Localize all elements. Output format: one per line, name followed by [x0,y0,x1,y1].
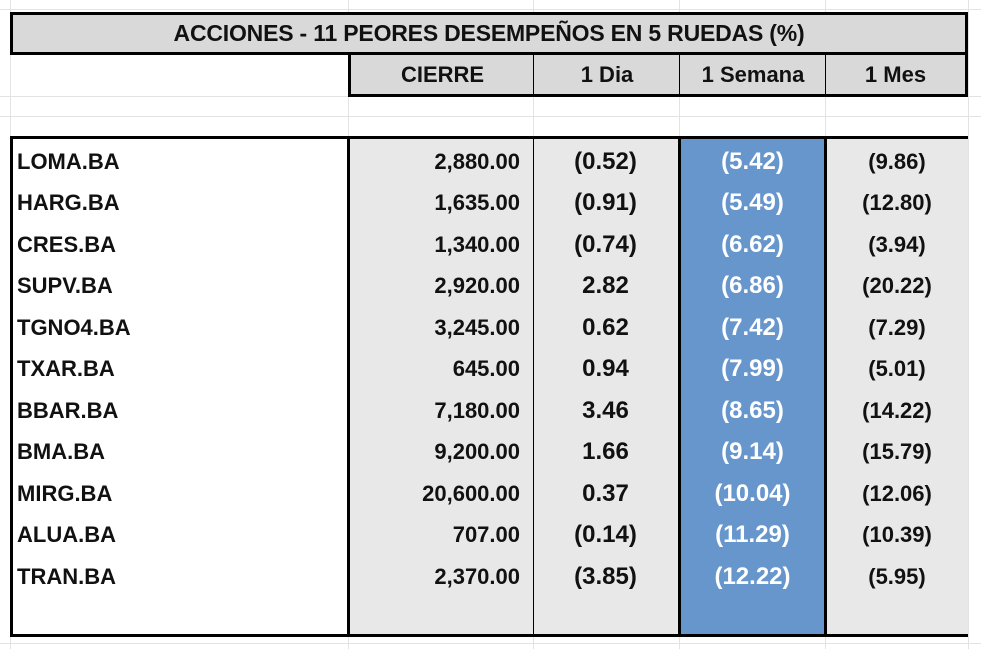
cell-close[interactable]: 20,600.00 [422,481,520,506]
table-row[interactable]: MIRG.BA 20,600.00 0.37 (10.04) (12.06) [0,473,981,514]
cell-symbol[interactable]: LOMA.BA [17,149,120,174]
cell-close[interactable]: 9,200.00 [434,439,520,464]
cell-day[interactable]: 3.46 [582,397,629,424]
cell-month[interactable]: (10.39) [862,522,932,547]
cell-week[interactable]: (12.22) [714,563,791,590]
cell-month[interactable]: (12.06) [862,481,932,506]
gridline [0,116,981,117]
cell-symbol[interactable]: TRAN.BA [17,564,116,589]
column-divider [678,139,681,634]
header-1-semana[interactable]: 1 Semana [679,55,826,97]
cell-day[interactable]: 2.82 [582,272,629,299]
cell-symbol[interactable]: HARG.BA [17,190,120,215]
column-divider [347,139,350,634]
table-row[interactable]: CRES.BA 1,340.00 (0.74) (6.62) (3.94) [0,224,981,265]
cell-symbol[interactable]: BMA.BA [17,439,105,464]
week-column-highlight [680,139,825,634]
header-cierre[interactable]: CIERRE [348,55,534,97]
cell-week[interactable]: (6.62) [721,231,784,258]
cell-month[interactable]: (5.95) [868,564,926,589]
gridline [0,643,981,644]
cell-close[interactable]: 2,880.00 [434,149,520,174]
cell-day[interactable]: (0.74) [574,231,637,258]
cell-day[interactable]: 1.66 [582,438,629,465]
table-title: ACCIONES - 11 PEORES DESEMPEÑOS EN 5 RUE… [10,12,968,55]
cell-week[interactable]: (7.99) [721,355,784,382]
table-row[interactable]: BBAR.BA 7,180.00 3.46 (8.65) (14.22) [0,390,981,431]
cell-close[interactable]: 707.00 [452,522,520,547]
cell-symbol[interactable]: SUPV.BA [17,273,113,298]
cell-close[interactable]: 1,340.00 [434,232,520,257]
table-row[interactable]: TGNO4.BA 3,245.00 0.62 (7.42) (7.29) [0,307,981,348]
header-1-mes[interactable]: 1 Mes [825,55,968,97]
cell-month[interactable]: (9.86) [868,149,926,174]
cell-month[interactable]: (12.80) [862,190,932,215]
table-row[interactable]: TXAR.BA 645.00 0.94 (7.99) (5.01) [0,348,981,389]
cell-day[interactable]: 0.37 [582,480,629,507]
column-divider [533,139,534,634]
cell-month[interactable]: (15.79) [862,439,932,464]
cell-day[interactable]: (0.91) [574,189,637,216]
cell-close[interactable]: 1,635.00 [434,190,520,215]
cell-week[interactable]: (5.49) [721,189,784,216]
table-row[interactable]: LOMA.BA 2,880.00 (0.52) (5.42) (9.86) [0,141,981,182]
cell-day[interactable]: (0.14) [574,521,637,548]
table-row[interactable]: TRAN.BA 2,370.00 (3.85) (12.22) (5.95) [0,556,981,597]
cell-week[interactable]: (5.42) [721,148,784,175]
table-row[interactable]: SUPV.BA 2,920.00 2.82 (6.86) (20.22) [0,265,981,306]
cell-month[interactable]: (7.29) [868,315,926,340]
cell-symbol[interactable]: TGNO4.BA [17,315,131,340]
cell-close[interactable]: 3,245.00 [434,315,520,340]
cell-symbol[interactable]: MIRG.BA [17,481,113,506]
cell-symbol[interactable]: ALUA.BA [17,522,116,547]
cell-week[interactable]: (7.42) [721,314,784,341]
cell-day[interactable]: (0.52) [574,148,637,175]
cell-month[interactable]: (14.22) [862,398,932,423]
cell-symbol[interactable]: CRES.BA [17,232,117,257]
column-divider [824,139,827,634]
cell-close[interactable]: 7,180.00 [434,398,520,423]
cell-day[interactable]: 0.94 [582,355,629,382]
cell-month[interactable]: (3.94) [868,232,926,257]
cell-week[interactable]: (9.14) [721,438,784,465]
cell-week[interactable]: (11.29) [715,521,790,548]
table-row[interactable]: HARG.BA 1,635.00 (0.91) (5.49) (12.80) [0,182,981,223]
data-columns-bg [350,139,968,634]
table-row[interactable]: ALUA.BA 707.00 (0.14) (11.29) (10.39) [0,514,981,555]
cell-symbol[interactable]: TXAR.BA [17,356,115,381]
cell-month[interactable]: (5.01) [868,356,926,381]
cell-symbol[interactable]: BBAR.BA [17,398,119,423]
cell-day[interactable]: (3.85) [574,563,637,590]
gridline [0,9,981,10]
cell-close[interactable]: 2,370.00 [434,564,520,589]
cell-close[interactable]: 645.00 [452,356,520,381]
header-1-dia[interactable]: 1 Dia [533,55,680,97]
cell-day[interactable]: 0.62 [582,314,629,341]
cell-week[interactable]: (6.86) [721,272,784,299]
cell-month[interactable]: (20.22) [862,273,932,298]
cell-week[interactable]: (8.65) [721,397,784,424]
cell-week[interactable]: (10.04) [714,480,791,507]
cell-close[interactable]: 2,920.00 [434,273,520,298]
gridline [968,0,969,649]
table-row[interactable]: BMA.BA 9,200.00 1.66 (9.14) (15.79) [0,431,981,472]
